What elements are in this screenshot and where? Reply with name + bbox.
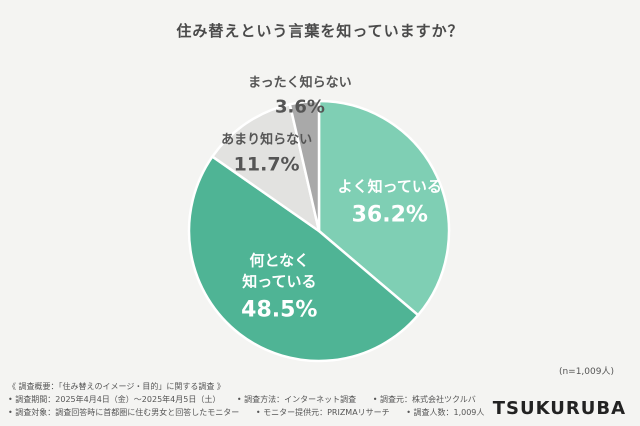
chart-title: 住み替えという言葉を知っていますか？ <box>176 22 464 40</box>
slice-value-label: 36.2% <box>352 203 428 228</box>
slice-label: 知っている <box>242 272 316 290</box>
slice-label: 何となく <box>250 251 310 269</box>
slice-label: まったく知らない <box>248 75 351 91</box>
footer-provider: • モニター提供元：PRIZMAリサーチ <box>255 408 390 417</box>
footer-period: • 調査期間：2025年4月4日（金）〜2025年4月5日（土） <box>8 395 221 404</box>
footer-target: • 調査対象：調査回答時に首都圏に住む男女と回答したモニター <box>8 408 240 417</box>
pie-slice <box>317 99 451 317</box>
survey-footer: 《 調査概要：「住み替えのイメージ・目的」に関する調査 》 • 調査期間：202… <box>8 380 508 419</box>
slice-label: あまり知らない <box>221 131 312 147</box>
footer-org: • 調査元：株式会社ツクルバ <box>372 395 476 404</box>
footer-count: • 調査人数：1,009人 <box>406 408 485 417</box>
pie-slice <box>288 99 321 232</box>
pie-slice <box>187 154 420 363</box>
slice-value-label: 11.7% <box>234 153 300 175</box>
slice-value-label: 3.6% <box>275 97 325 118</box>
footer-method: • 調査方法：インターネット調査 <box>236 395 357 404</box>
slice-label: よく知っている <box>338 178 442 196</box>
footer-heading: 《 調査概要：「住み替えのイメージ・目的」に関する調査 》 <box>8 382 225 391</box>
slice-value-label: 48.5% <box>241 297 317 322</box>
brand-logo: TSUKURUBA <box>492 398 626 419</box>
sample-size: (n=1,009人) <box>558 367 614 377</box>
pie-slice <box>210 102 321 234</box>
